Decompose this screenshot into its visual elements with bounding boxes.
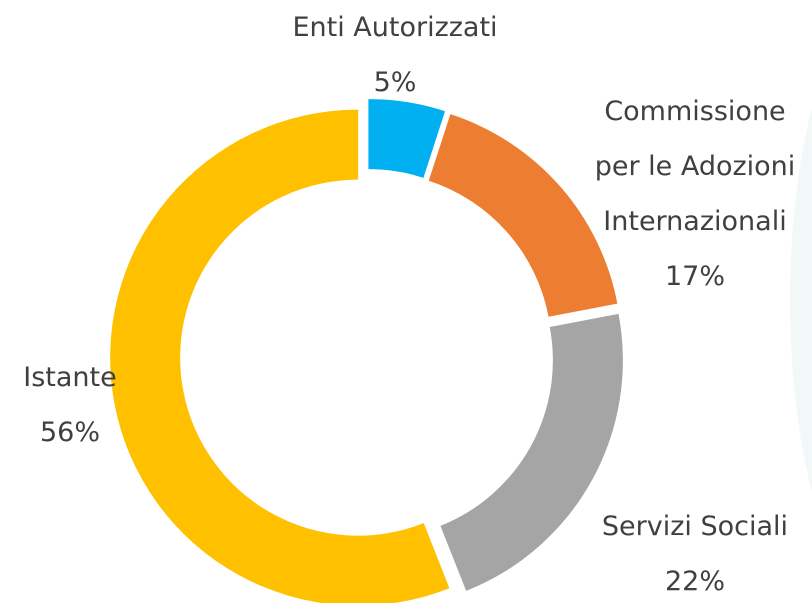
category-label: Commissione per le Adozioni Internaziona… [594, 96, 796, 237]
slice-label: Enti Autorizzati 5% [245, 0, 545, 110]
slice-label: Servizi Sociali 22% [570, 499, 812, 609]
value-label: 17% [664, 261, 725, 292]
donut-slice [428, 114, 618, 317]
value-label: 5% [373, 67, 417, 98]
value-label: 22% [664, 566, 725, 597]
category-label: Istante [23, 362, 117, 393]
slice-label: Istante 56% [0, 350, 150, 460]
category-label: Servizi Sociali [601, 511, 789, 542]
slice-label: Commissione per le Adozioni Internaziona… [570, 84, 812, 304]
donut-slice [368, 99, 446, 178]
value-label: 56% [39, 417, 100, 448]
background-shape [790, 108, 812, 492]
category-label: Enti Autorizzati [292, 12, 498, 43]
donut-slice [440, 313, 623, 591]
donut-slice [110, 109, 450, 603]
